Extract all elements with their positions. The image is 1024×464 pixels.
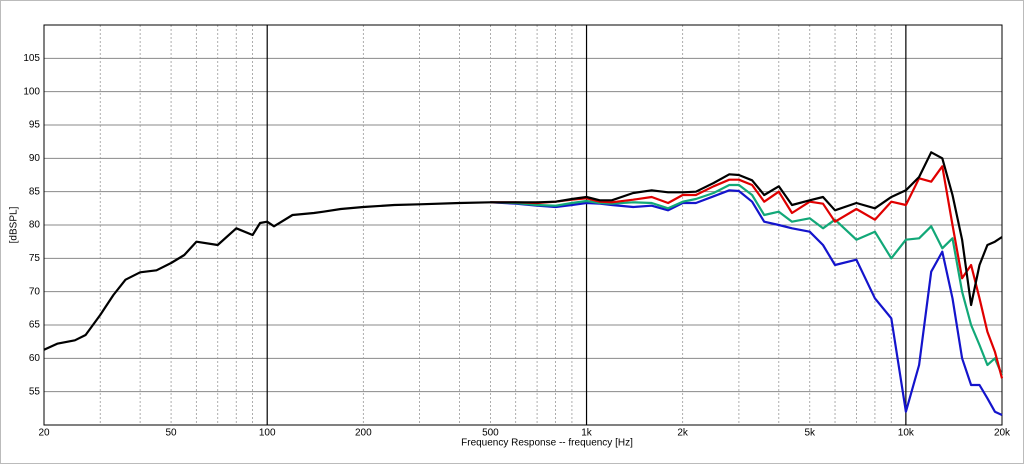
y-tick-label: 80 — [29, 220, 41, 231]
x-tick-label: 100 — [259, 428, 276, 439]
y-axis-label: [dBSPL] — [9, 206, 20, 243]
plot-frame — [43, 24, 1003, 426]
x-tick-label: 20k — [994, 428, 1011, 439]
y-tick-label: 65 — [29, 320, 41, 331]
x-tick-label: 20 — [38, 428, 50, 439]
x-axis-label: Frequency Response -- frequency [Hz] — [461, 438, 633, 449]
x-tick-label: 1k — [581, 428, 593, 439]
y-tick-label: 70 — [29, 286, 41, 297]
y-tick-label: 100 — [23, 86, 40, 97]
series-line — [490, 165, 1004, 379]
y-tick-label: 90 — [29, 153, 41, 164]
y-tick-label: 60 — [29, 353, 41, 364]
series-line — [43, 151, 1003, 351]
y-tick-label: 95 — [29, 120, 41, 131]
series-line — [490, 183, 1004, 376]
x-tick-label: 50 — [166, 428, 178, 439]
y-tick-label: 85 — [29, 186, 41, 197]
x-tick-label: 2k — [677, 428, 689, 439]
y-tick-label: 75 — [29, 253, 41, 264]
x-tick-label: 5k — [804, 428, 816, 439]
y-tick-label: 105 — [23, 53, 40, 64]
x-tick-label: 200 — [355, 428, 372, 439]
y-tick-label: 55 — [29, 386, 41, 397]
x-tick-label: 500 — [482, 428, 499, 439]
x-tick-label: 10k — [898, 428, 915, 439]
